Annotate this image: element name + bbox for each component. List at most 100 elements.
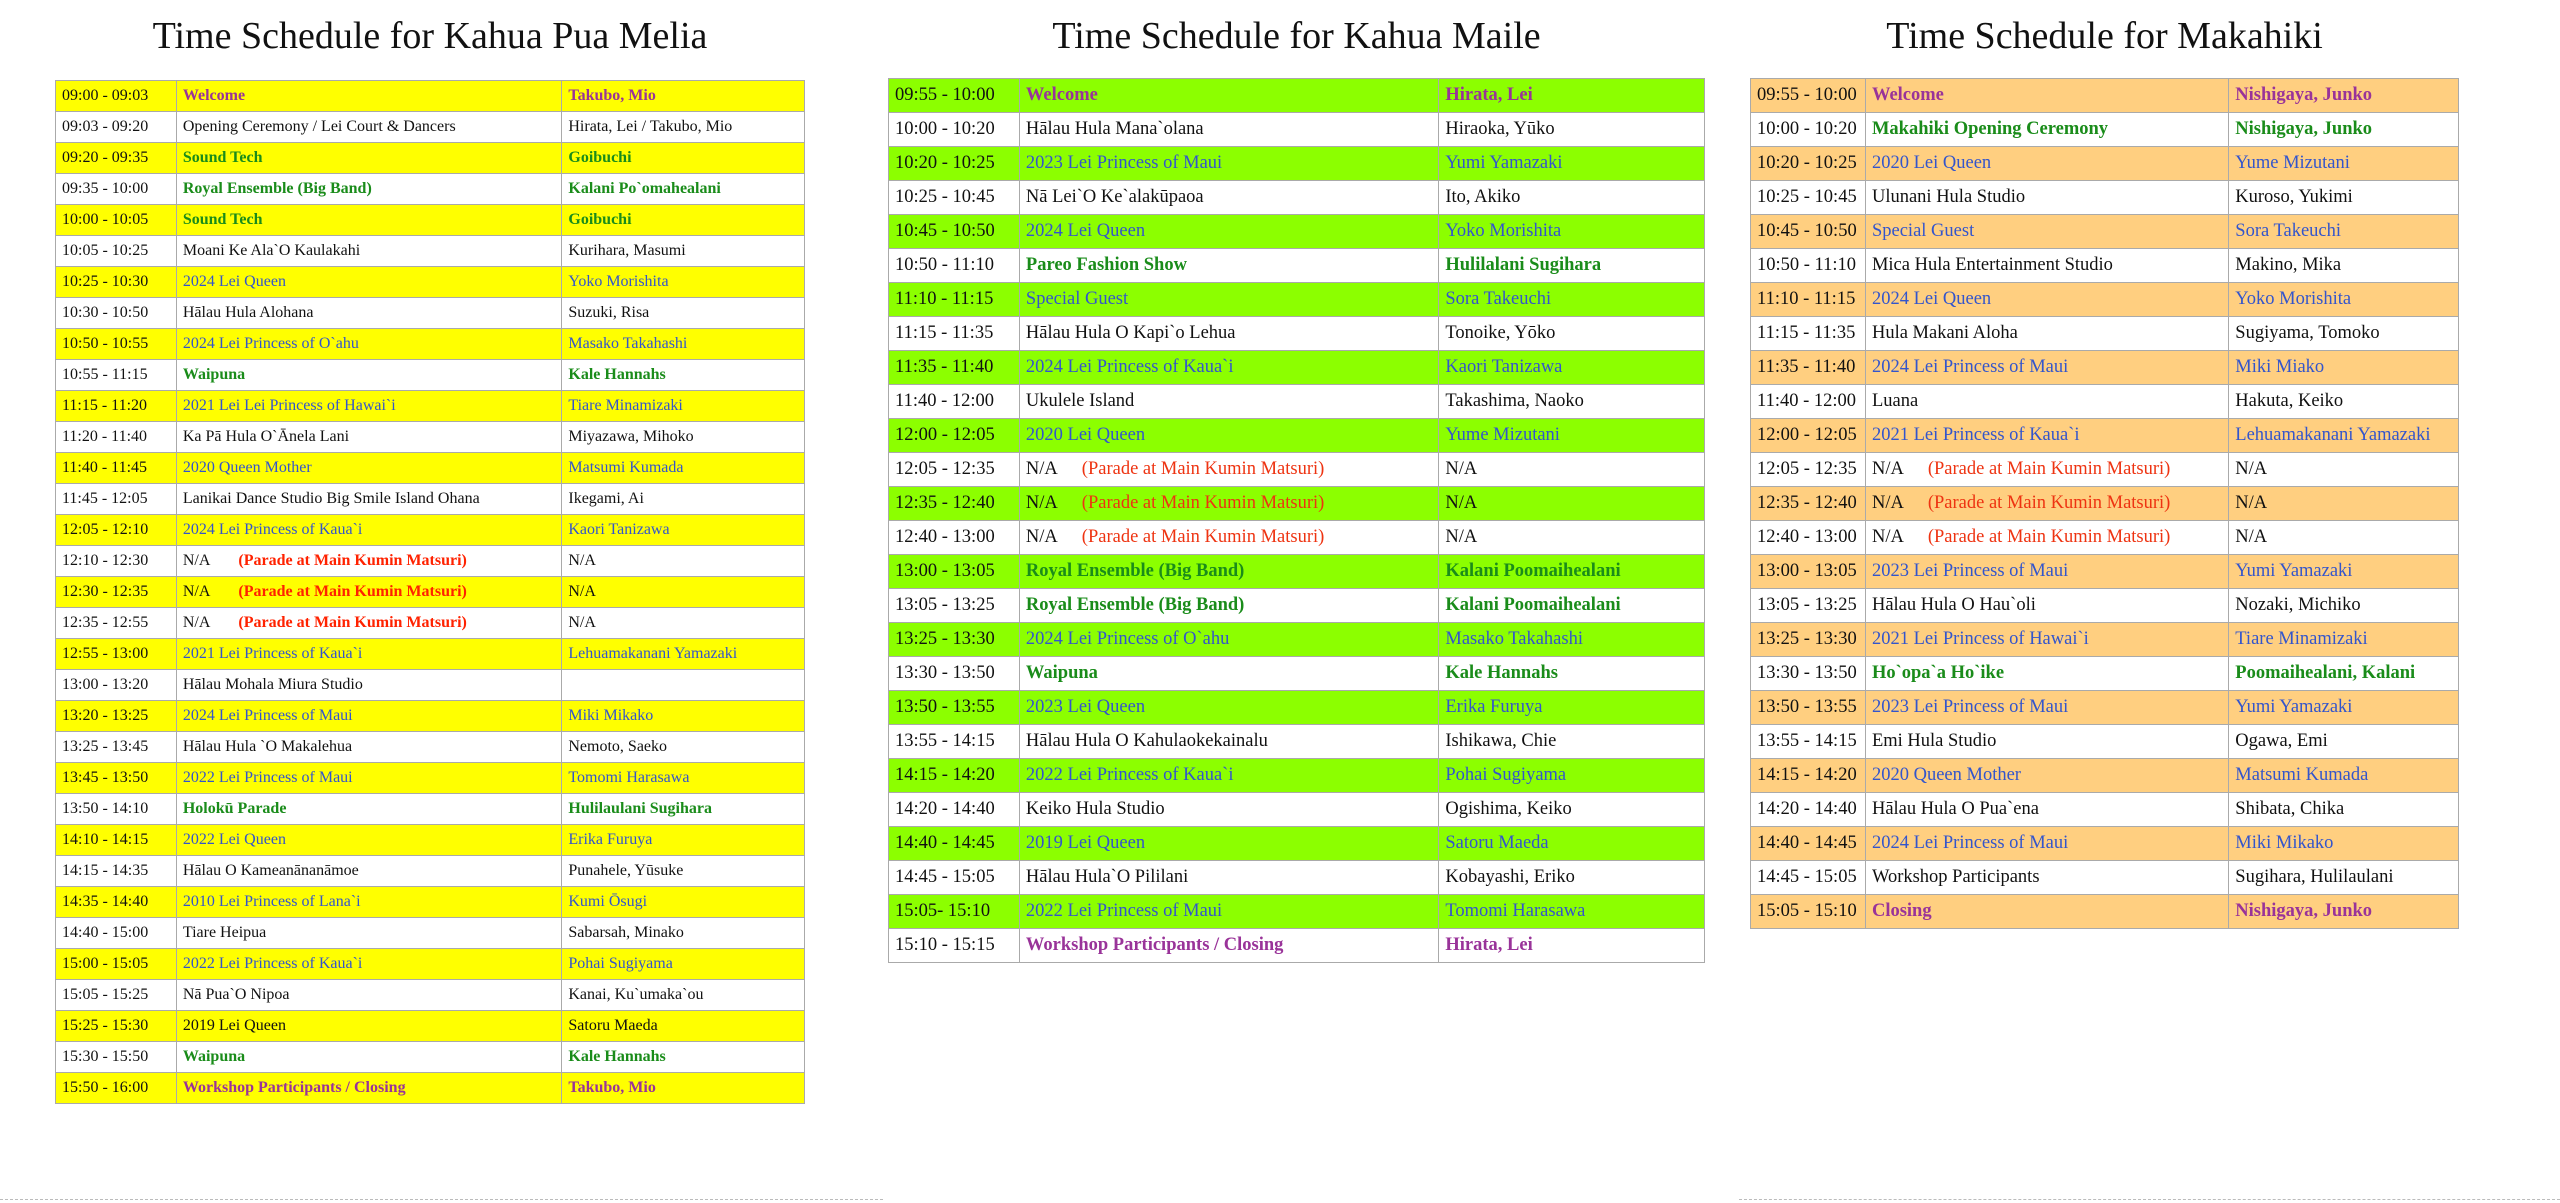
program-cell: Hālau Hula O Kahulaokekainalu: [1018, 724, 1440, 759]
schedule-row: 12:35 - 12:55 N/A (Parade at Main Kumin Ma…: [55, 607, 805, 639]
time-cell: 10:50 - 11:10: [888, 248, 1020, 283]
program-name: 2021 Lei Princess of Kaua`i: [1871, 425, 2080, 445]
time-cell: 12:40 - 13:00: [1750, 520, 1866, 555]
program-cell: Emi Hula Studio: [1864, 724, 2230, 759]
schedule-row: 09:03 - 09:20 Opening Ceremony / Lei Cour…: [55, 111, 805, 143]
program-cell: Keiko Hula Studio: [1018, 792, 1440, 827]
performer-cell: Sabarsah, Minako: [561, 917, 805, 949]
program-name: Nā Lei`O Ke`alakūpaoa: [1025, 187, 1204, 207]
program-cell: 2022 Lei Princess of Maui: [1018, 894, 1440, 929]
time-cell: 11:15 - 11:35: [888, 316, 1020, 351]
time-cell: 14:40 - 14:45: [888, 826, 1020, 861]
schedule-row: 11:15 - 11:20 2021 Lei Lei Princess of Ha…: [55, 390, 805, 422]
schedule-row: 13:05 - 13:25 Hālau Hula O Hau`oli Nozaki,…: [1750, 588, 2459, 623]
performer-cell: Takubo, Mio: [561, 1072, 805, 1104]
time-cell: 12:35 - 12:40: [1750, 486, 1866, 521]
program-name: Welcome: [1025, 85, 1098, 105]
schedule-row: 15:00 - 15:05 2022 Lei Princess of Kaua`i…: [55, 948, 805, 980]
time-cell: 12:05 - 12:10: [55, 514, 177, 546]
program-note: (Parade at Main Kumin Matsuri): [238, 614, 467, 631]
program-name: Special Guest: [1871, 221, 1975, 241]
time-cell: 11:35 - 11:40: [1750, 350, 1866, 385]
schedule-row: 13:50 - 13:55 2023 Lei Princess of Maui Yu…: [1750, 690, 2459, 725]
time-cell: 12:00 - 12:05: [888, 418, 1020, 453]
performer-cell: Yumi Yamazaki: [2228, 554, 2459, 589]
program-cell: Hula Makani Aloha: [1864, 316, 2230, 351]
program-name: Hālau Hula O Kahulaokekainalu: [1025, 731, 1268, 751]
time-cell: 10:00 - 10:20: [1750, 112, 1866, 147]
schedule-row: 14:40 - 14:45 2024 Lei Princess of Maui Mi…: [1750, 826, 2459, 861]
performer-cell: Kobayashi, Eriko: [1438, 860, 1705, 895]
schedule-row: 11:15 - 11:35 Hālau Hula O Kapi`o Lehua To…: [888, 316, 1705, 351]
program-cell: Workshop Participants / Closing: [175, 1072, 563, 1104]
program-name: Royal Ensemble (Big Band): [182, 180, 372, 197]
program-cell: Waipuna: [175, 359, 563, 391]
program-cell: 2023 Lei Princess of Maui: [1864, 690, 2230, 725]
performer-cell: Ikegami, Ai: [561, 483, 805, 515]
schedule-row: 14:20 - 14:40 Keiko Hula Studio Ogishima, …: [888, 792, 1705, 827]
program-name: Hālau O Kameanānanāmoe: [182, 862, 359, 879]
schedule-row: 10:30 - 10:50 Hālau Hula Alohana Suzuki, R…: [55, 297, 805, 329]
schedule-row: 09:00 - 09:03 Welcome Takubo, Mio: [55, 80, 805, 112]
schedule-table: 09:55 - 10:00 Welcome Nishigaya, Junko 10:0…: [1750, 78, 2459, 929]
performer-cell: Goibuchi: [561, 204, 805, 236]
time-cell: 10:25 - 10:30: [55, 266, 177, 298]
program-cell: 2022 Lei Princess of Maui: [175, 762, 563, 794]
program-cell: Welcome: [1018, 78, 1440, 113]
schedule-row: 12:05 - 12:35 N/A (Parade at Main Kumin Ma…: [1750, 452, 2459, 487]
time-cell: 10:20 - 10:25: [1750, 146, 1866, 181]
program-cell: Nā Pua`O Nipoa: [175, 979, 563, 1011]
schedule-row: 12:00 - 12:05 2021 Lei Princess of Kaua`i…: [1750, 418, 2459, 453]
schedule-row: 13:50 - 14:10 Holokū Parade Hulilaulani Su…: [55, 793, 805, 825]
program-cell: Moani Ke Ala`O Kaulakahi: [175, 235, 563, 267]
performer-cell: Miki Miako: [2228, 350, 2459, 385]
program-name: 2023 Lei Princess of Maui: [1871, 697, 2069, 717]
performer-cell: Tiare Minamizaki: [2228, 622, 2459, 657]
program-name: 2021 Lei Princess of Kaua`i: [182, 645, 363, 662]
schedule-row: 13:45 - 13:50 2022 Lei Princess of Maui To…: [55, 762, 805, 794]
program-cell: N/A (Parade at Main Kumin Matsuri): [1864, 520, 2230, 555]
program-cell: Ho`opa`a Ho`ike: [1864, 656, 2230, 691]
performer-cell: Tomomi Harasawa: [561, 762, 805, 794]
time-cell: 13:05 - 13:25: [1750, 588, 1866, 623]
program-cell: N/A (Parade at Main Kumin Matsuri): [1864, 452, 2230, 487]
program-name: Luana: [1871, 391, 1919, 411]
time-cell: 09:35 - 10:00: [55, 173, 177, 205]
schedule-row: 15:05 - 15:25 Nā Pua`O Nipoa Kanai, Ku`uma…: [55, 979, 805, 1011]
schedule-row: 09:55 - 10:00 Welcome Nishigaya, Junko: [1750, 78, 2459, 113]
performer-cell: N/A: [1438, 520, 1705, 555]
performer-cell: Hulilaulani Sugihara: [561, 793, 805, 825]
program-name: Ho`opa`a Ho`ike: [1871, 663, 2005, 683]
time-cell: 13:50 - 13:55: [888, 690, 1020, 725]
performer-cell: Nishigaya, Junko: [2228, 78, 2459, 113]
time-cell: 13:20 - 13:25: [55, 700, 177, 732]
program-name: 2024 Lei Princess of Kaua`i: [182, 521, 363, 538]
program-cell: Mica Hula Entertainment Studio: [1864, 248, 2230, 283]
program-note: (Parade at Main Kumin Matsuri): [1927, 459, 2171, 479]
performer-cell: Yume Mizutani: [1438, 418, 1705, 453]
program-cell: 2024 Lei Princess of O`ahu: [1018, 622, 1440, 657]
schedule-row: 11:45 - 12:05 Lanikai Dance Studio Big Sm…: [55, 483, 805, 515]
schedule-row: 13:25 - 13:45 Hālau Hula `O Makalehua Nemo…: [55, 731, 805, 763]
time-cell: 13:25 - 13:30: [1750, 622, 1866, 657]
program-name: 2024 Lei Princess of O`ahu: [1025, 629, 1230, 649]
schedule-row: 13:25 - 13:30 2024 Lei Princess of O`ahu M…: [888, 622, 1705, 657]
program-name: Lanikai Dance Studio Big Smile Island Oh…: [182, 490, 480, 507]
time-cell: 14:45 - 15:05: [888, 860, 1020, 895]
time-cell: 14:15 - 14:20: [888, 758, 1020, 793]
program-cell: 2024 Lei Queen: [1018, 214, 1440, 249]
time-cell: 10:55 - 11:15: [55, 359, 177, 391]
schedule-row: 15:25 - 15:30 2019 Lei Queen Satoru Maeda: [55, 1010, 805, 1042]
program-name: Closing: [1871, 901, 1932, 921]
program-name: Royal Ensemble (Big Band): [1025, 561, 1245, 581]
performer-cell: [561, 669, 805, 701]
program-cell: Ka Pā Hula O`Ānela Lani: [175, 421, 563, 453]
time-cell: 13:00 - 13:05: [1750, 554, 1866, 589]
performer-cell: Satoru Maeda: [561, 1010, 805, 1042]
program-cell: Hālau Hula`O Pililani: [1018, 860, 1440, 895]
program-name: 2024 Lei Princess of Maui: [1871, 357, 2069, 377]
program-cell: Nā Lei`O Ke`alakūpaoa: [1018, 180, 1440, 215]
program-name: 2019 Lei Queen: [182, 1017, 286, 1034]
program-cell: Special Guest: [1018, 282, 1440, 317]
program-cell: 2019 Lei Queen: [1018, 826, 1440, 861]
